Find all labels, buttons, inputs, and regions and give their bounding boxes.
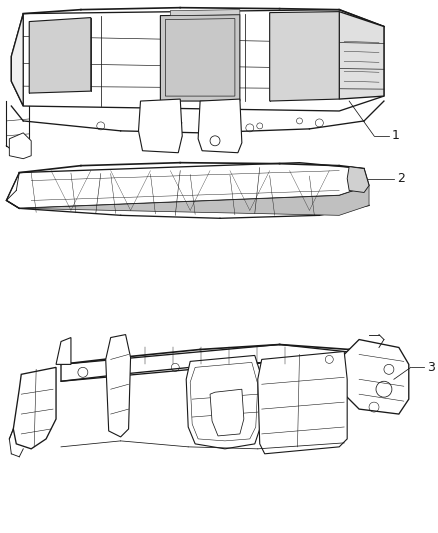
- Polygon shape: [9, 133, 31, 159]
- Polygon shape: [7, 163, 369, 208]
- Text: 3: 3: [427, 361, 434, 374]
- Polygon shape: [13, 367, 56, 449]
- Polygon shape: [198, 99, 242, 153]
- Text: 1: 1: [392, 130, 400, 142]
- Polygon shape: [106, 335, 131, 437]
- Polygon shape: [210, 389, 244, 436]
- Text: 2: 2: [397, 172, 405, 185]
- Polygon shape: [258, 351, 347, 454]
- Polygon shape: [11, 10, 384, 111]
- Polygon shape: [29, 18, 91, 93]
- Polygon shape: [7, 185, 369, 215]
- Polygon shape: [56, 337, 71, 365]
- Polygon shape: [160, 14, 240, 101]
- Polygon shape: [344, 340, 409, 414]
- Polygon shape: [138, 99, 182, 153]
- Polygon shape: [347, 167, 369, 192]
- Polygon shape: [186, 356, 262, 449]
- Polygon shape: [170, 10, 240, 15]
- Polygon shape: [339, 12, 384, 99]
- Polygon shape: [270, 12, 339, 101]
- Polygon shape: [61, 344, 399, 381]
- Polygon shape: [11, 14, 23, 106]
